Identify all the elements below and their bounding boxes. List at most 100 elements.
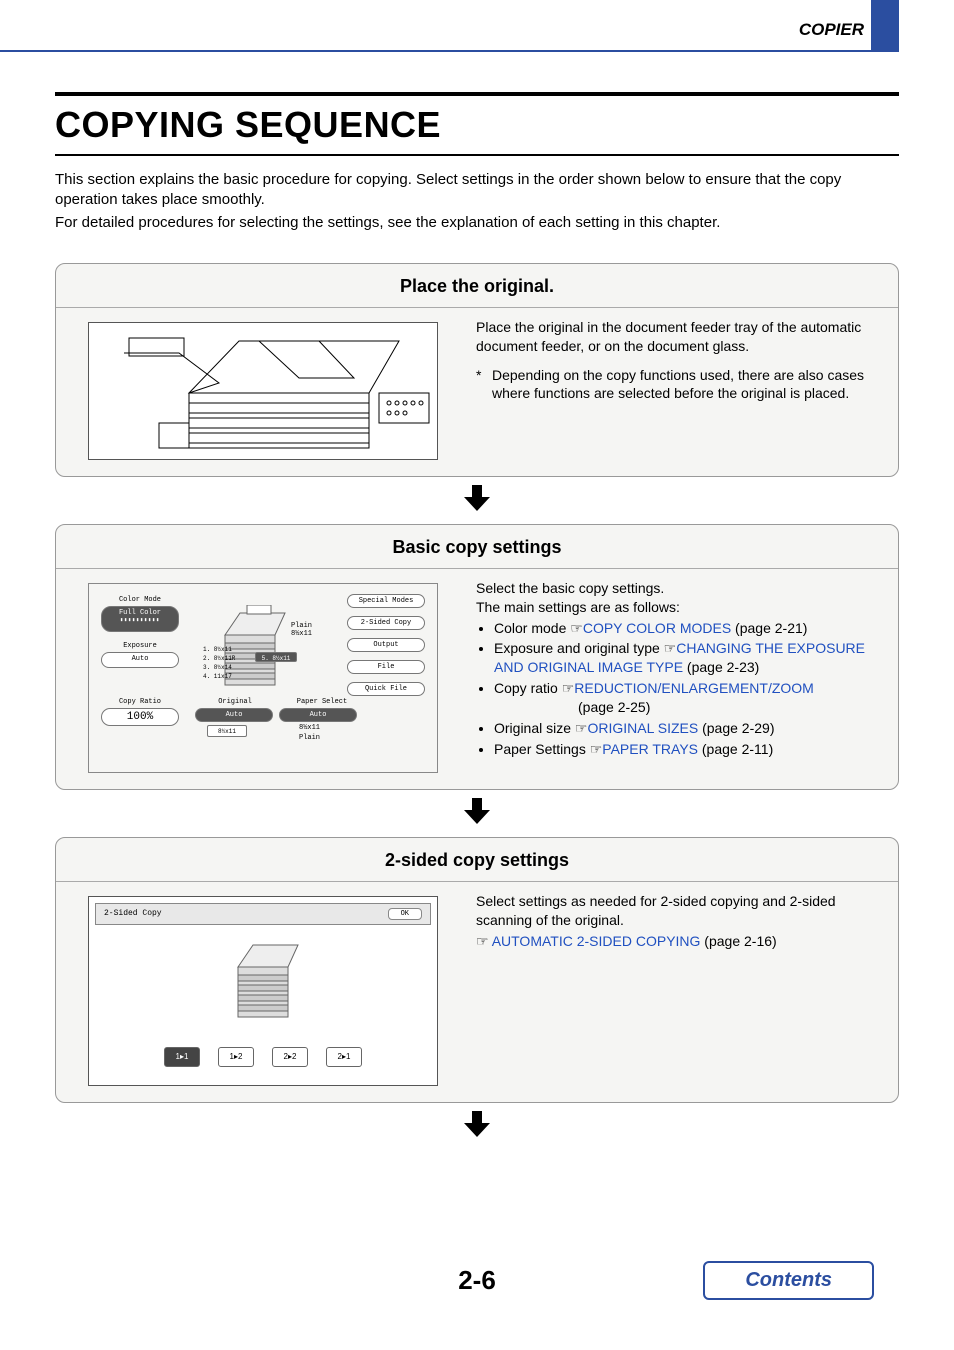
two-sided-header: 2-Sided Copy OK — [95, 903, 431, 925]
link-auto-2sided[interactable]: AUTOMATIC 2-SIDED COPYING — [492, 933, 701, 949]
item-color-mode: Color mode ☞COPY COLOR MODES (page 2-21) — [494, 619, 878, 638]
page-header: COPIER — [0, 0, 954, 52]
down-arrow-icon — [462, 1109, 492, 1139]
pointer-icon: ☞ — [575, 720, 588, 736]
link-paper-trays[interactable]: PAPER TRAYS — [602, 741, 698, 757]
original-size-btn[interactable]: 8½x11 — [207, 725, 247, 737]
arrow-2 — [55, 796, 899, 831]
title-top-rule — [55, 92, 899, 96]
paper-select-size: 8½x11 — [299, 724, 320, 732]
btn-1-2[interactable]: 1▸2 — [218, 1047, 254, 1067]
step2-illustration: Color Mode Full Color ▮▮▮▮▮▮▮▮▮▮ Exposur… — [68, 579, 458, 777]
arrow-3 — [55, 1109, 899, 1144]
copier-line-drawing — [88, 322, 438, 460]
step3-illustration: 2-Sided Copy OK — [68, 892, 458, 1090]
arrow-1 — [55, 483, 899, 518]
step1-box: Place the original. — [55, 263, 899, 477]
step2-box: Basic copy settings Color Mode Full Colo… — [55, 524, 899, 790]
tray-5-btn[interactable]: 5. 8½x11 — [255, 652, 297, 662]
plain-label: Plain 8½x11 — [291, 622, 312, 638]
exposure-label: Exposure — [105, 642, 175, 650]
item-exposure: Exposure and original type ☞CHANGING THE… — [494, 639, 878, 677]
step1-text1: Place the original in the document feede… — [476, 318, 878, 356]
step3-link-row: ☞ AUTOMATIC 2-SIDED COPYING (page 2-16) — [476, 932, 878, 951]
item-paper: Paper Settings ☞PAPER TRAYS (page 2-11) — [494, 740, 878, 759]
step3-text: Select settings as needed for 2-sided co… — [468, 892, 886, 1090]
step3-body: 2-Sided Copy OK — [56, 882, 898, 1102]
pointer-icon: ☞ — [570, 620, 583, 636]
step2-body: Color Mode Full Color ▮▮▮▮▮▮▮▮▮▮ Exposur… — [56, 569, 898, 789]
plain-text: Plain — [291, 622, 312, 630]
page-title: COPYING SEQUENCE — [55, 104, 899, 146]
btn-2-1[interactable]: 2▸1 — [326, 1047, 362, 1067]
down-arrow-icon — [462, 796, 492, 826]
step1-body: Place the original in the document feede… — [56, 308, 898, 476]
paper-select-label: Paper Select — [287, 698, 357, 706]
down-arrow-icon — [462, 483, 492, 513]
intro-text: This section explains the basic procedur… — [55, 170, 899, 233]
paper-select-btn[interactable]: Auto — [279, 708, 357, 722]
step3-wrap: 2-sided copy settings 2-Sided Copy OK — [55, 837, 899, 1144]
page-content: COPYING SEQUENCE This section explains t… — [0, 52, 954, 1144]
header-rule — [0, 50, 882, 52]
mini-copier-icon — [218, 937, 308, 1027]
step1-note: * Depending on the copy functions used, … — [476, 366, 878, 404]
two-sided-panel: 2-Sided Copy OK — [88, 896, 438, 1086]
step2-text1: Select the basic copy settings. — [476, 579, 878, 598]
step2-text2: The main settings are as follows: — [476, 598, 878, 617]
pointer-icon: ☞ — [590, 741, 603, 757]
color-mode-label: Color Mode — [105, 596, 175, 604]
step1-wrap: Place the original. — [55, 263, 899, 518]
header-accent-block — [871, 0, 899, 52]
plain-size: 8½x11 — [291, 630, 312, 638]
step2-title: Basic copy settings — [56, 525, 898, 569]
intro-p1: This section explains the basic procedur… — [55, 170, 899, 211]
special-modes-btn[interactable]: Special Modes — [347, 594, 425, 608]
step2-text: Select the basic copy settings. The main… — [468, 579, 886, 777]
section-label: COPIER — [799, 20, 864, 40]
tray-1: 1. 8½x11 — [203, 645, 235, 654]
output-btn[interactable]: Output — [347, 638, 425, 652]
title-bottom-rule — [55, 154, 899, 156]
ok-button[interactable]: OK — [388, 908, 422, 920]
original-label: Original — [205, 698, 265, 706]
step1-title: Place the original. — [56, 264, 898, 308]
step2-wrap: Basic copy settings Color Mode Full Colo… — [55, 524, 899, 831]
item-original-size: Original size ☞ORIGINAL SIZES (page 2-29… — [494, 719, 878, 738]
original-btn[interactable]: Auto — [195, 708, 273, 722]
two-sided-copy-btn[interactable]: 2-Sided Copy — [347, 616, 425, 630]
color-mode-value: Full Color — [102, 609, 178, 617]
tray-list: 1. 8½x11 2. 8½x11R 3. 8½x14 4. 11x17 — [203, 645, 235, 681]
contents-button[interactable]: Contents — [703, 1261, 874, 1300]
tray-2: 2. 8½x11R — [203, 654, 235, 663]
step1-note-text: Depending on the copy functions used, th… — [492, 366, 878, 404]
step1-illustration — [68, 318, 458, 464]
step3-box: 2-sided copy settings 2-Sided Copy OK — [55, 837, 899, 1103]
pointer-icon: ☞ — [664, 640, 677, 656]
btn-1-1[interactable]: 1▸1 — [164, 1047, 200, 1067]
item-copy-ratio: Copy ratio ☞REDUCTION/ENLARGEMENT/ZOOM(p… — [494, 679, 878, 717]
pointer-icon: ☞ — [562, 680, 575, 696]
copier-sketch-svg — [89, 323, 439, 461]
file-btn[interactable]: File — [347, 660, 425, 674]
intro-p2: For detailed procedures for selecting th… — [55, 213, 899, 233]
tray-3: 3. 8½x14 — [203, 663, 235, 672]
tray-4: 4. 11x17 — [203, 672, 235, 681]
pointer-icon: ☞ — [476, 933, 489, 949]
page-number: 2-6 — [458, 1265, 496, 1296]
copy-ratio-btn[interactable]: 100% — [101, 708, 179, 726]
paper-select-type: Plain — [299, 734, 320, 742]
link-copy-ratio[interactable]: REDUCTION/ENLARGEMENT/ZOOM — [574, 680, 814, 696]
two-sided-header-label: 2-Sided Copy — [104, 909, 162, 918]
quick-file-btn[interactable]: Quick File — [347, 682, 425, 696]
copy-ratio-label: Copy Ratio — [105, 698, 175, 706]
step1-text: Place the original in the document feede… — [468, 318, 886, 464]
copy-settings-panel: Color Mode Full Color ▮▮▮▮▮▮▮▮▮▮ Exposur… — [88, 583, 438, 773]
color-mode-btn[interactable]: Full Color ▮▮▮▮▮▮▮▮▮▮ — [101, 606, 179, 632]
btn-2-2[interactable]: 2▸2 — [272, 1047, 308, 1067]
link-color-modes[interactable]: COPY COLOR MODES — [583, 620, 731, 636]
exposure-btn[interactable]: Auto — [101, 652, 179, 668]
link-original-sizes[interactable]: ORIGINAL SIZES — [587, 720, 698, 736]
step2-list: Color mode ☞COPY COLOR MODES (page 2-21)… — [494, 619, 878, 759]
two-sided-buttons: 1▸1 1▸2 2▸2 2▸1 — [89, 1047, 437, 1067]
